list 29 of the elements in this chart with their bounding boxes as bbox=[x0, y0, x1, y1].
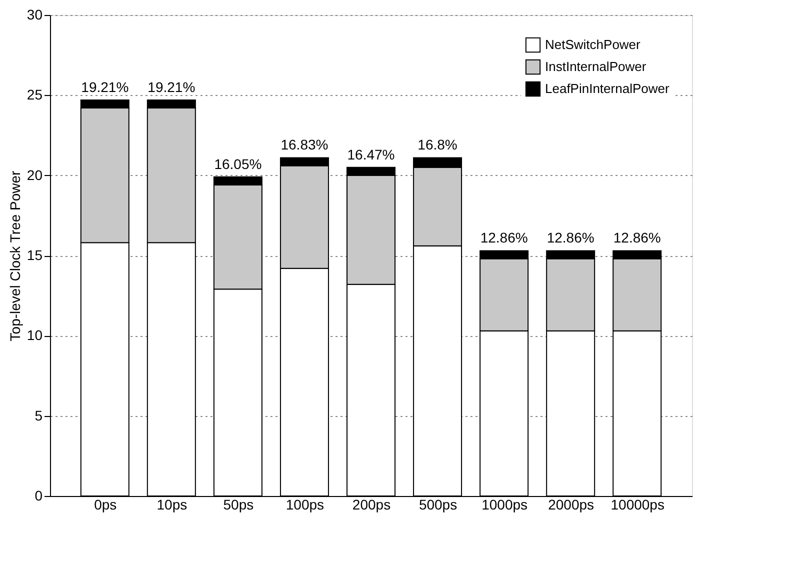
annotation: 16.83% bbox=[280, 136, 328, 153]
annotation: 12.86% bbox=[546, 230, 594, 246]
annotation: 12.86% bbox=[480, 230, 528, 246]
x-tick-label: 0ps bbox=[94, 496, 117, 512]
annotation: 16.05% bbox=[214, 156, 262, 172]
legend-label: NetSwitchPower bbox=[545, 37, 642, 52]
annotation: 16.8% bbox=[418, 136, 458, 153]
x-tick-label: 10000ps bbox=[610, 496, 664, 512]
x-tick-label: 100ps bbox=[286, 496, 324, 512]
y-axis-title: Top-level Clock Tree Power bbox=[6, 170, 23, 342]
x-tick-label: 500ps bbox=[418, 496, 458, 512]
x-tick-label: 10ps bbox=[156, 496, 188, 512]
annotation: 19.21% bbox=[148, 78, 196, 95]
y-tick-label: 5 bbox=[34, 407, 43, 424]
y-tick-label: 10 bbox=[26, 327, 43, 344]
x-tick-label: 200ps bbox=[352, 496, 391, 512]
y-tick-label: 0 bbox=[34, 488, 43, 504]
x-tick-label: 2000ps bbox=[548, 496, 594, 512]
legend-label: LeafPinInternalPower bbox=[545, 81, 670, 96]
y-tick-label: 15 bbox=[26, 247, 43, 263]
y-tick-label: 20 bbox=[26, 166, 43, 183]
x-tick-label: 1000ps bbox=[482, 496, 528, 512]
annotation: 19.21% bbox=[81, 78, 129, 95]
legend-label: InstInternalPower bbox=[545, 59, 647, 74]
annotation: 16.47% bbox=[347, 146, 395, 162]
x-tick-label: 50ps bbox=[223, 496, 254, 512]
y-tick-label: 30 bbox=[26, 6, 43, 22]
y-tick-label: 25 bbox=[26, 86, 43, 103]
annotation: 12.86% bbox=[613, 230, 661, 246]
